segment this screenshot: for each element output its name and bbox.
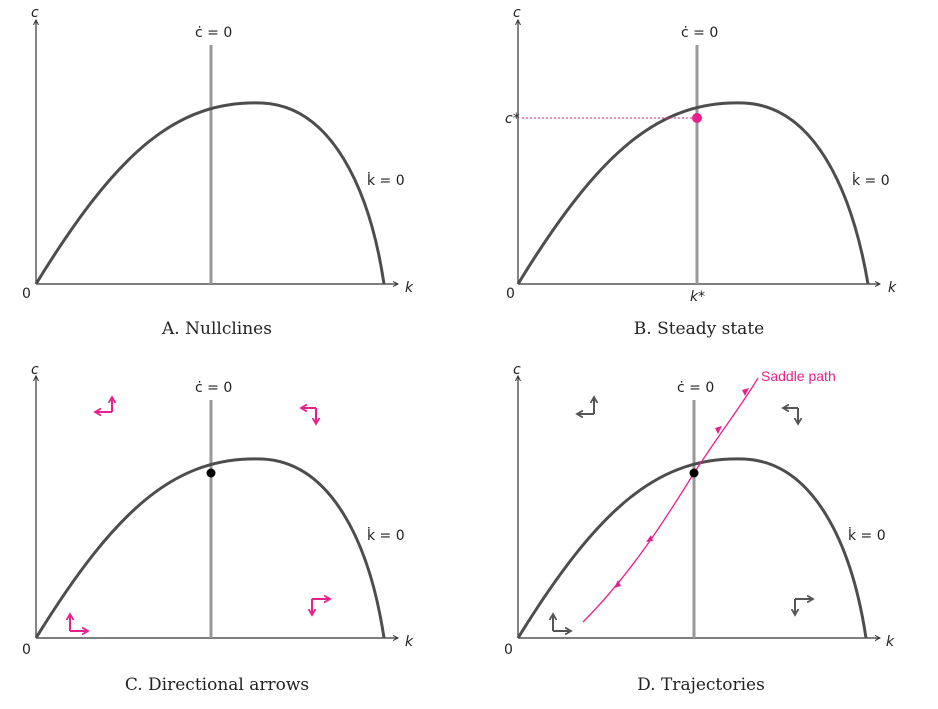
y-axis-label: c <box>513 362 521 378</box>
panel-caption: C. Directional arrows <box>125 675 309 695</box>
k-star-label: k* <box>690 289 705 305</box>
origin-label: 0 <box>504 642 513 658</box>
saddle-path-arrows <box>614 388 749 588</box>
direction-arrow-upper-left <box>96 398 112 412</box>
k-dot-nullcline-curve <box>516 457 868 639</box>
panel-d: c k 0 ċ = 0 k̇ = 0 Saddle path D. Trajec… <box>504 362 895 695</box>
origin-label: 0 <box>22 286 31 302</box>
saddle-path-line <box>582 377 759 623</box>
c-dot-zero-label: ċ = 0 <box>681 25 718 41</box>
steady-state-point <box>692 113 702 123</box>
c-dot-zero-label: ċ = 0 <box>195 380 232 396</box>
k-dot-zero-label: k̇ = 0 <box>367 527 405 544</box>
k-dot-nullcline-curve <box>34 101 386 285</box>
k-dot-zero-label: k̇ = 0 <box>848 527 886 544</box>
panel-caption: B. Steady state <box>634 319 764 339</box>
direction-arrow-lower-left <box>70 615 87 631</box>
k-dot-nullcline-curve <box>516 101 870 285</box>
x-axis-label: k <box>405 280 414 296</box>
panel-caption: A. Nullclines <box>161 319 272 339</box>
direction-arrow-upper-right <box>302 408 316 423</box>
trajectory-arrow-upper-right <box>784 408 798 423</box>
trajectory-arrow-lower-right <box>795 599 812 614</box>
trajectory-arrow-upper-left <box>578 398 594 414</box>
k-dot-zero-label: k̇ = 0 <box>367 172 405 189</box>
y-axis-label: c <box>31 362 39 378</box>
steady-state-point <box>689 468 699 478</box>
k-dot-zero-label: k̇ = 0 <box>852 172 890 189</box>
panel-a: c k 0 ċ = 0 k̇ = 0 A. Nullclines <box>22 5 414 339</box>
origin-label: 0 <box>22 642 31 658</box>
x-axis-label: k <box>886 634 895 650</box>
y-axis-label: c <box>513 5 521 21</box>
origin-label: 0 <box>506 286 515 302</box>
trajectory-arrow-lower-left <box>553 615 570 631</box>
k-dot-nullcline-curve <box>34 457 386 639</box>
c-dot-zero-label: ċ = 0 <box>677 380 714 396</box>
steady-state-point <box>206 468 216 478</box>
x-axis-label: k <box>405 634 414 650</box>
saddle-path-label: Saddle path <box>761 368 836 384</box>
panel-b: c k 0 ċ = 0 k̇ = 0 c* k* B. Steady state <box>505 5 897 339</box>
panel-caption: D. Trajectories <box>637 675 765 695</box>
c-star-label: c* <box>505 111 520 127</box>
c-dot-zero-label: ċ = 0 <box>195 25 232 41</box>
panel-c: c k 0 ċ = 0 k̇ = 0 C. Directional arrows <box>22 362 414 695</box>
direction-arrow-lower-right <box>312 599 329 614</box>
x-axis-label: k <box>888 280 897 296</box>
y-axis-label: c <box>31 5 39 21</box>
